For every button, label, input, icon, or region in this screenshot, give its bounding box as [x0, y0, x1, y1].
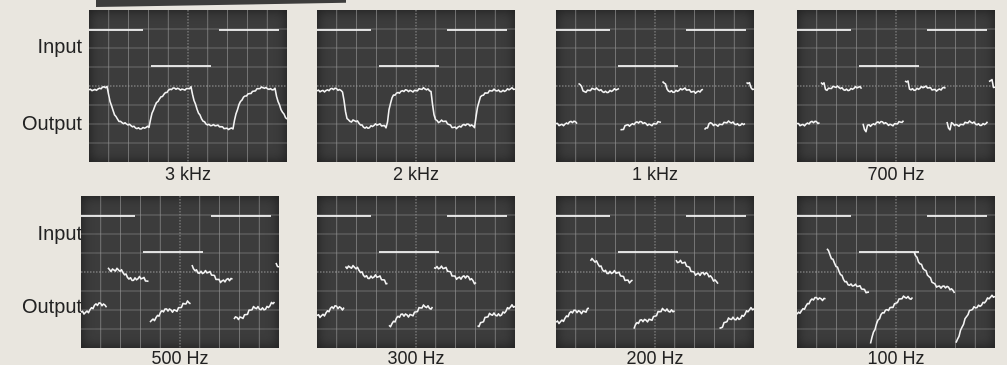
output-trace — [556, 80, 754, 131]
row1-input-label: Input — [37, 36, 82, 58]
graticule — [556, 196, 754, 348]
scope-caption-500hz: 500 Hz — [151, 348, 209, 365]
scope-caption-700hz: 700 Hz — [867, 164, 925, 184]
row2-input-label: Input — [37, 223, 82, 245]
graticule — [556, 10, 754, 162]
scope-screen-2khz — [317, 10, 515, 162]
scope-caption-200hz: 200 Hz — [626, 348, 684, 365]
input-trace — [556, 29, 746, 67]
output-trace — [317, 86, 515, 130]
input-trace — [317, 29, 507, 67]
scope-trace-100hz — [797, 196, 995, 348]
scope-screen-100hz — [797, 196, 995, 348]
scope-screen-200hz — [556, 196, 754, 348]
scope-trace-200hz — [556, 196, 754, 348]
scope-screen-3khz — [89, 10, 287, 162]
graticule — [317, 196, 515, 348]
input-trace — [797, 29, 987, 67]
output-trace — [317, 264, 515, 328]
graticule — [797, 10, 995, 162]
scope-caption-2khz: 2 kHz — [392, 164, 439, 184]
graticule — [89, 10, 287, 162]
row1-output-label: Output — [21, 113, 82, 135]
scope-caption-300hz: 300 Hz — [387, 348, 445, 365]
graticule — [797, 196, 995, 348]
scope-screen-500hz — [81, 196, 279, 348]
scope-screen-700hz — [797, 10, 995, 162]
input-trace — [89, 29, 279, 67]
graticule — [81, 196, 279, 348]
graticule — [317, 10, 515, 162]
input-trace — [81, 215, 271, 253]
scope-screen-300hz — [317, 196, 515, 348]
output-trace — [797, 78, 995, 133]
scope-trace-300hz — [317, 196, 515, 348]
scope-trace-700hz — [797, 10, 995, 162]
scope-trace-2khz — [317, 10, 515, 162]
output-trace — [797, 248, 995, 344]
scope-caption-1khz: 1 kHz — [631, 164, 678, 184]
scope-caption-100hz: 100 Hz — [867, 348, 925, 365]
output-trace — [81, 262, 279, 323]
scope-trace-3khz — [89, 10, 287, 162]
cropped-heading-fragment — [96, 0, 346, 7]
scope-trace-1khz — [556, 10, 754, 162]
input-trace — [797, 215, 987, 253]
input-trace — [317, 215, 507, 253]
output-trace — [89, 85, 287, 131]
scope-trace-500hz — [81, 196, 279, 348]
scope-caption-3khz: 3 kHz — [164, 164, 211, 184]
scope-screen-1khz — [556, 10, 754, 162]
row2-output-label: Output — [21, 296, 82, 318]
output-trace — [556, 257, 754, 330]
input-trace — [556, 215, 746, 253]
